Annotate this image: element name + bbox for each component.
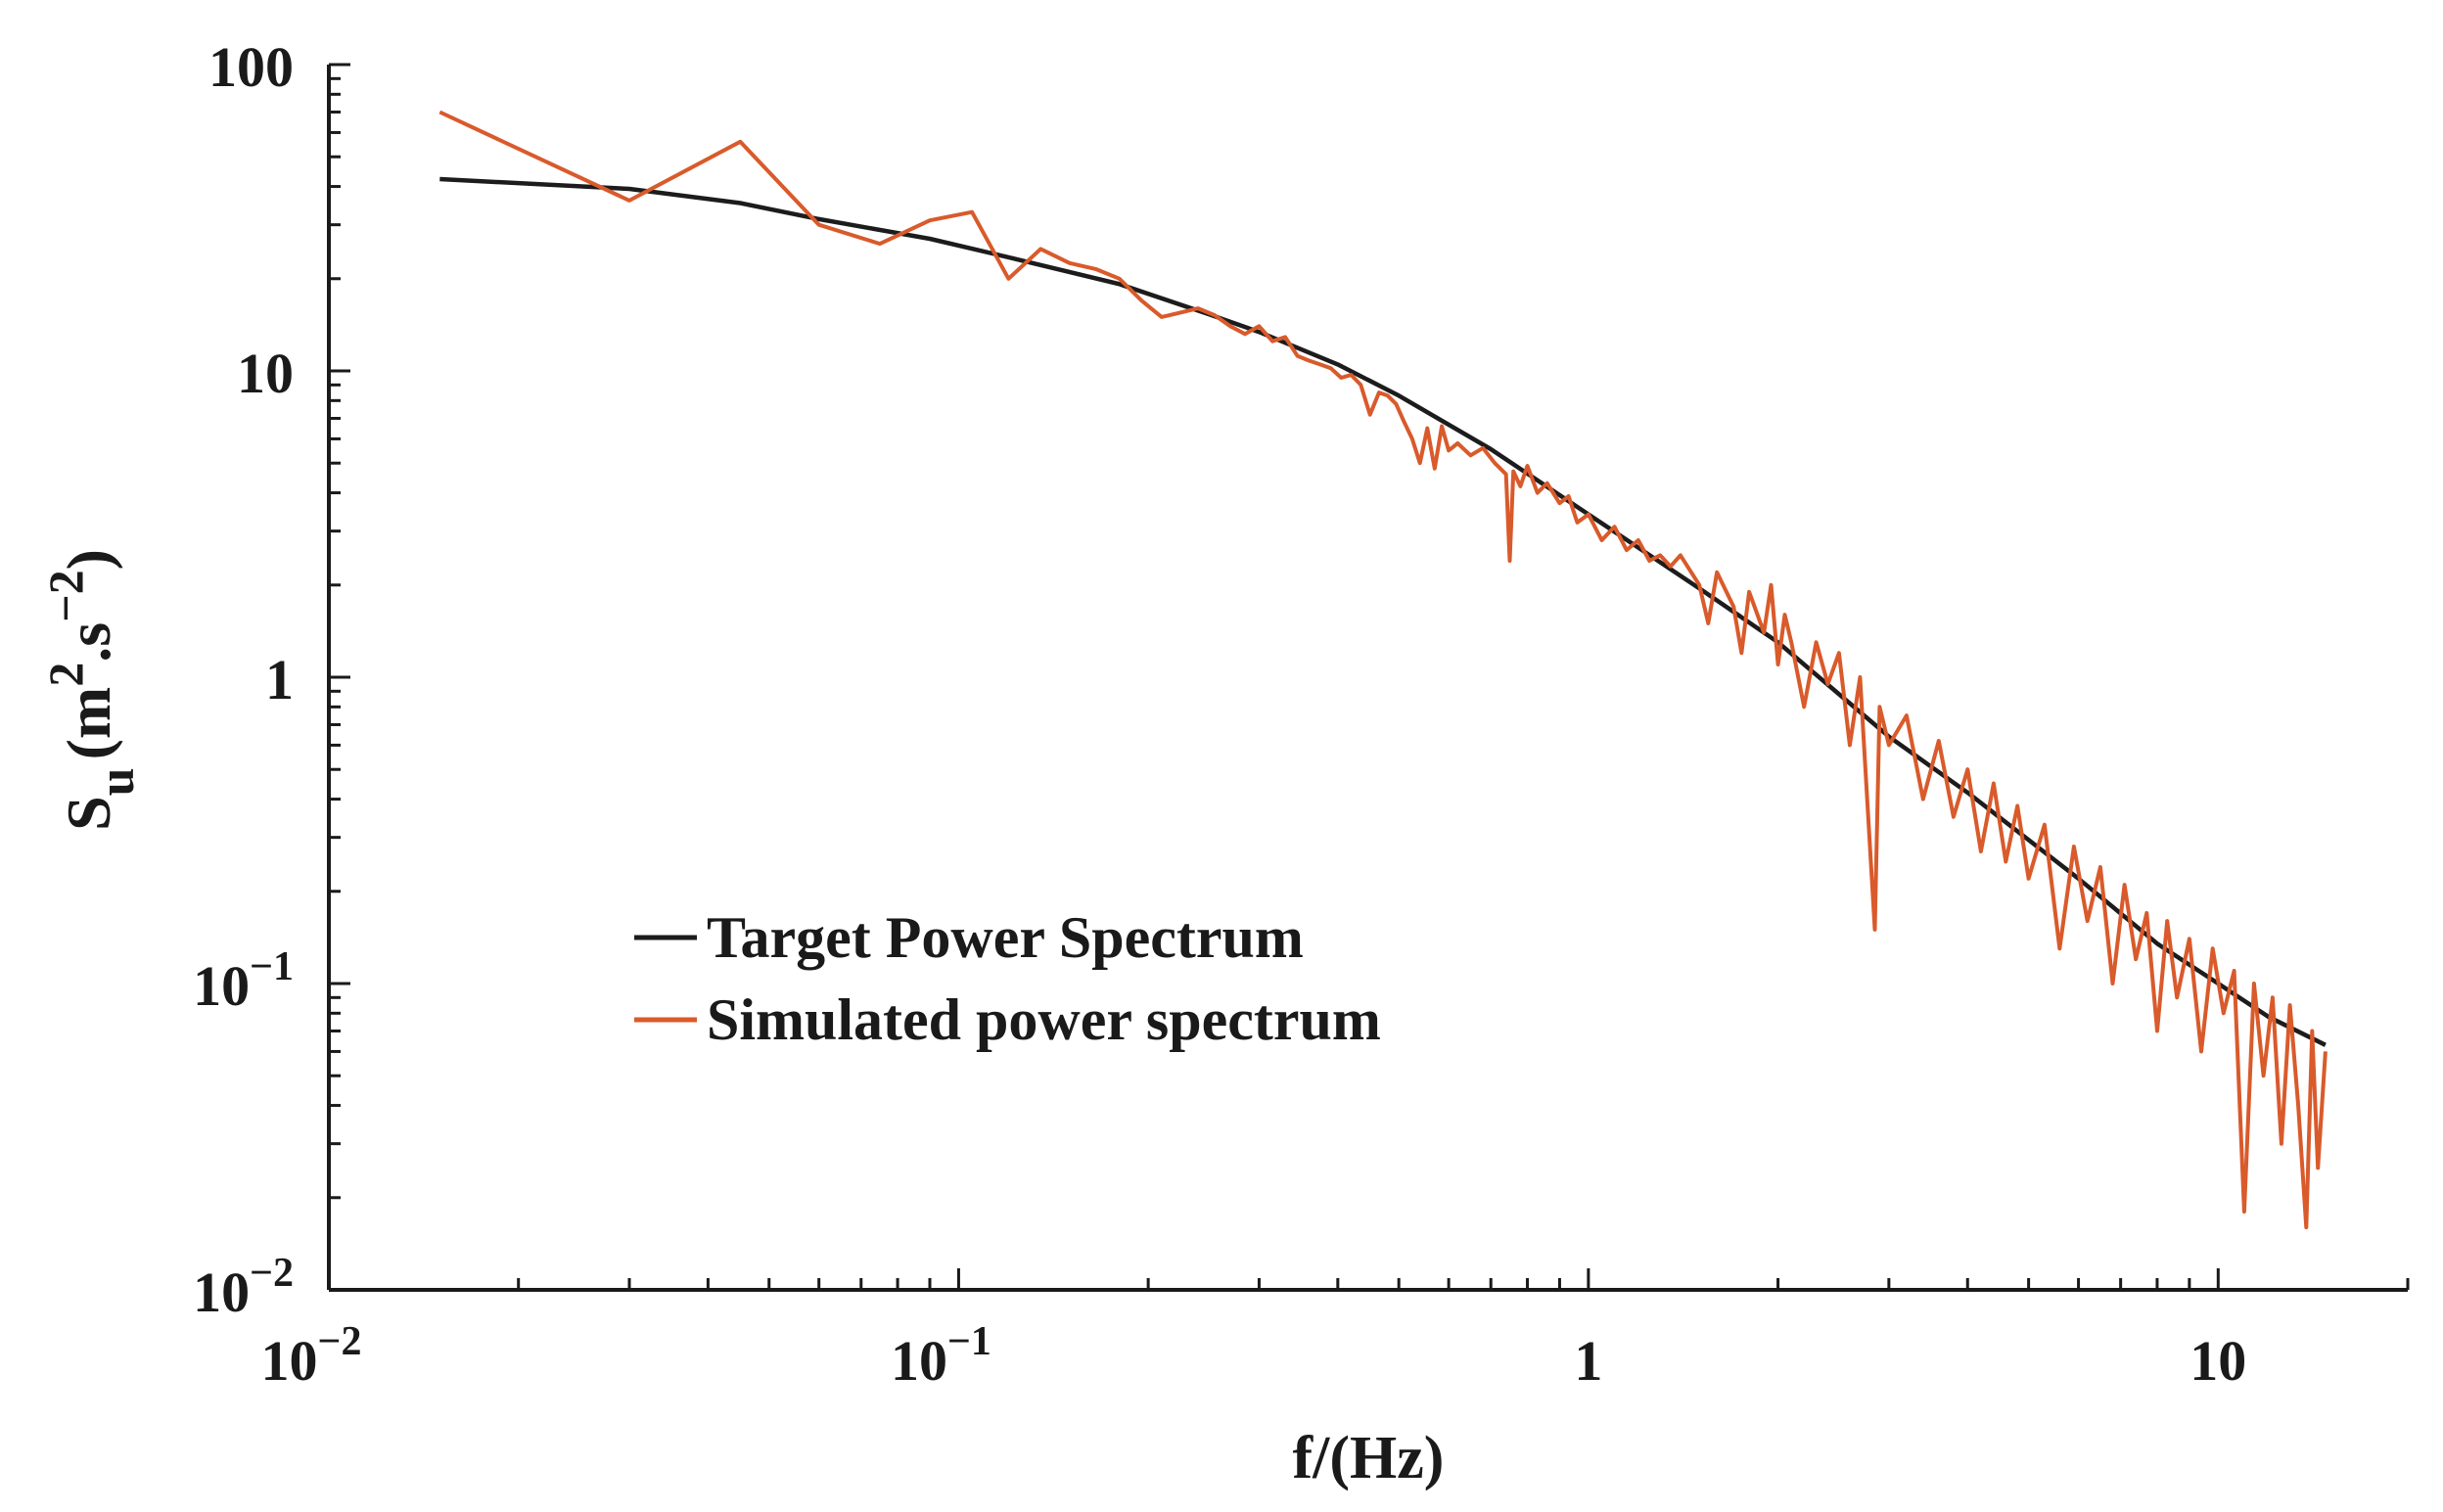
x-tick-label: 10 (2189, 1329, 2246, 1393)
tick-labels: 10−2 10−1 1 10 10−2 10−1 1 10 100 (193, 35, 2246, 1393)
series-line-simulated (438, 110, 2328, 1230)
x-tick-label: 10−2 (261, 1319, 362, 1393)
y-tick-label: 1 (265, 648, 294, 711)
y-axis-label: Su(m2.s−2) (38, 549, 145, 831)
x-axis-label: f/(Hz) (1293, 1425, 1445, 1491)
axis-minor-ticks (327, 63, 2410, 1292)
axes (327, 65, 2408, 1292)
series-line-target (439, 176, 2327, 1047)
y-tick-label: 100 (208, 35, 294, 99)
y-tick-label: 10−1 (193, 944, 294, 1018)
legend-label-target: Target Power Spectrum (707, 905, 1304, 970)
x-tick-label: 10−1 (891, 1319, 991, 1393)
legend-label-simulated: Simulated power spectrum (707, 987, 1381, 1052)
y-tick-label: 10−2 (193, 1251, 294, 1324)
series-layer (438, 110, 2328, 1230)
y-tick-label: 10 (237, 342, 294, 405)
legend: Target Power Spectrum Simulated power sp… (634, 905, 1381, 1052)
x-tick-label: 1 (1574, 1329, 1602, 1393)
